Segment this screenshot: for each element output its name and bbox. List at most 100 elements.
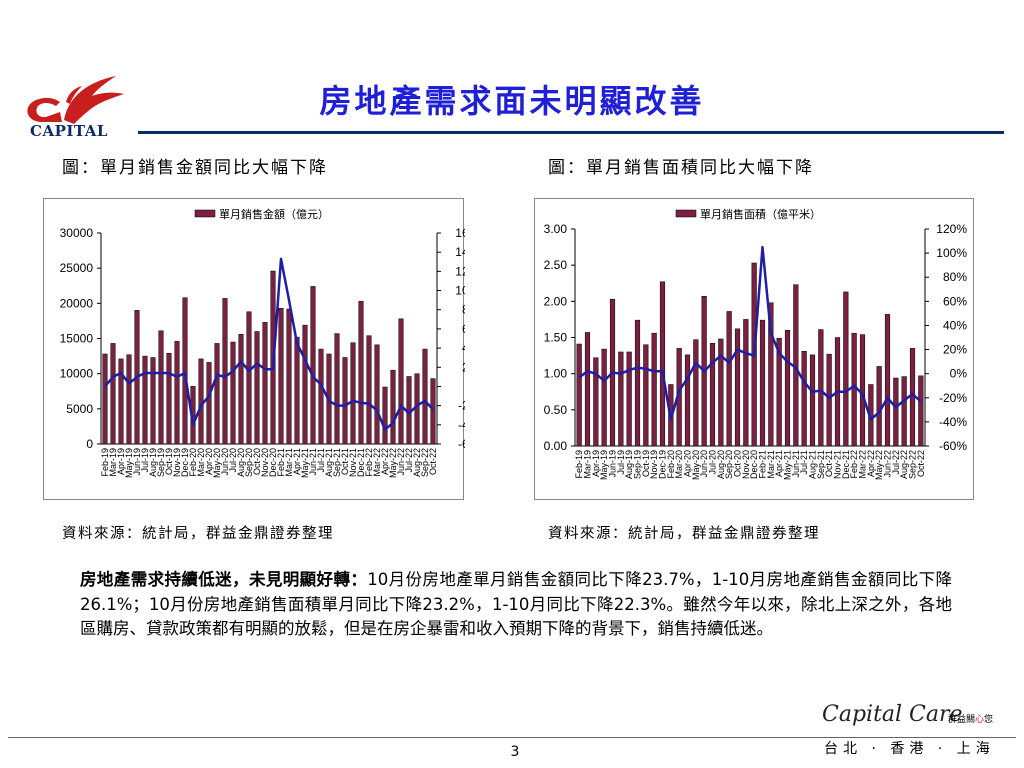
left-tick-label: 1.50 — [544, 331, 568, 345]
bar — [398, 318, 404, 445]
bar — [254, 331, 260, 445]
bar — [684, 354, 691, 447]
bar — [246, 311, 252, 445]
x-tick-label: Aug-20 — [716, 450, 726, 479]
bar — [142, 355, 148, 445]
x-tick-label: Dec-21 — [841, 450, 851, 479]
bar — [214, 343, 220, 445]
left-tick-label: 3.00 — [544, 222, 568, 236]
brand-wordmark: Capital Care — [822, 702, 963, 727]
x-tick-label: Nov-19 — [172, 448, 182, 477]
x-tick-label: Aug-19 — [624, 450, 634, 479]
left-tick-label: 30000 — [60, 226, 94, 240]
x-tick-label: Jul-19 — [616, 450, 626, 475]
bar — [726, 311, 732, 447]
left-tick-label: 5000 — [66, 402, 93, 416]
commentary-lead: 房地產需求持續低迷，未見明顯好轉： — [80, 570, 368, 589]
bar — [222, 298, 228, 445]
bar — [230, 341, 236, 445]
bar — [768, 302, 774, 447]
right-tick-label: -20% — [458, 399, 465, 413]
bar — [150, 357, 156, 445]
bar — [593, 357, 599, 447]
right-tick-label: 120% — [936, 222, 967, 236]
x-tick-label: May-21 — [783, 450, 793, 480]
bar — [334, 333, 340, 445]
x-tick-label: Aug-21 — [808, 450, 818, 479]
x-tick-label: Nov-20 — [260, 448, 270, 477]
left-tick-label: 10000 — [60, 367, 94, 381]
bar — [584, 332, 591, 447]
x-tick-label: Sep-22 — [420, 448, 430, 477]
bar — [206, 362, 212, 445]
bar — [158, 330, 164, 445]
x-tick-label: Apr-20 — [204, 448, 214, 475]
x-tick-label: Jul-20 — [708, 450, 718, 475]
x-tick-label: Mar-20 — [674, 450, 684, 479]
x-tick-label: Mar-21 — [284, 448, 294, 477]
slide-title: 房地產需求面未明顯改善 — [319, 82, 705, 120]
chart-caption-sales-area: 圖：單月銷售面積同比大幅下降 — [548, 158, 814, 178]
bar — [382, 386, 388, 445]
x-tick-label: Mar-20 — [196, 448, 206, 477]
legend-label: 單月銷售面積（億平米） — [700, 207, 821, 221]
x-tick-label: Oct-19 — [164, 448, 174, 475]
bar — [110, 343, 116, 445]
bar — [893, 377, 899, 447]
x-tick-label: Oct-21 — [340, 448, 350, 475]
bar — [294, 336, 300, 445]
bar — [809, 354, 816, 447]
right-tick-label: 0% — [950, 367, 968, 381]
x-tick-label: Aug-22 — [899, 450, 909, 479]
x-tick-label: Feb-22 — [364, 448, 374, 477]
x-tick-label: Jul-21 — [799, 450, 809, 475]
footer-divider — [8, 737, 1016, 738]
right-tick-label: 80% — [462, 303, 465, 317]
bar — [743, 319, 749, 447]
left-tick-label: 0 — [86, 437, 93, 451]
bar — [618, 351, 624, 447]
x-tick-label: Dec-19 — [658, 450, 668, 479]
right-tick-label: 40% — [943, 318, 967, 332]
legend-label: 單月銷售金額（億元） — [219, 207, 329, 221]
right-tick-label: -40% — [458, 418, 465, 432]
bar — [659, 281, 666, 447]
x-tick-label: Apr-21 — [292, 448, 302, 475]
x-tick-label: Oct-22 — [428, 448, 438, 475]
x-tick-label: Apr-22 — [380, 448, 390, 475]
x-tick-label: Aug-21 — [324, 448, 334, 477]
x-tick-label: Nov-21 — [348, 448, 358, 477]
title-divider — [138, 131, 1004, 134]
x-tick-label: Dec-20 — [749, 450, 759, 479]
right-tick-label: 20% — [462, 360, 465, 374]
x-tick-label: Sep-19 — [156, 448, 166, 477]
bar — [876, 366, 882, 447]
page-number: 3 — [510, 744, 520, 760]
bar — [198, 358, 204, 445]
commentary-paragraph: 房地產需求持續低迷，未見明顯好轉：10月份房地產單月銷售金額同比下降23.7%，… — [80, 568, 952, 642]
x-tick-label: Jun-22 — [396, 448, 406, 476]
bar — [374, 344, 380, 445]
right-tick-label: -60% — [458, 437, 465, 451]
source-note-right: 資料來源：統計局，群益金鼎證券整理 — [548, 526, 820, 542]
sales-area-chart: 單月銷售面積（億平米） 0.00 0.50 1.00 1.50 2.00 2.50 3.00 -… — [534, 198, 974, 500]
x-tick-label: Jul-22 — [404, 448, 414, 473]
x-tick-label: Feb-20 — [666, 450, 676, 479]
x-tick-label: Feb-21 — [758, 450, 768, 479]
bar — [601, 348, 607, 447]
x-tick-label: Feb-21 — [276, 448, 286, 477]
x-tick-label: Sep-19 — [633, 450, 643, 479]
bar — [238, 334, 244, 445]
right-tick-label: 20% — [943, 343, 967, 357]
x-tick-label: Mar-22 — [372, 448, 382, 477]
bar — [262, 322, 268, 445]
x-tick-label: Nov-19 — [649, 450, 659, 479]
bar — [350, 342, 356, 445]
bar — [318, 348, 324, 445]
x-tick-label: Oct-21 — [824, 450, 834, 477]
left-tick-label: 2.50 — [544, 258, 568, 272]
bar — [576, 343, 582, 447]
bar — [884, 314, 891, 447]
x-tick-label: May-22 — [388, 448, 398, 478]
left-tick-label: 20000 — [60, 296, 94, 310]
